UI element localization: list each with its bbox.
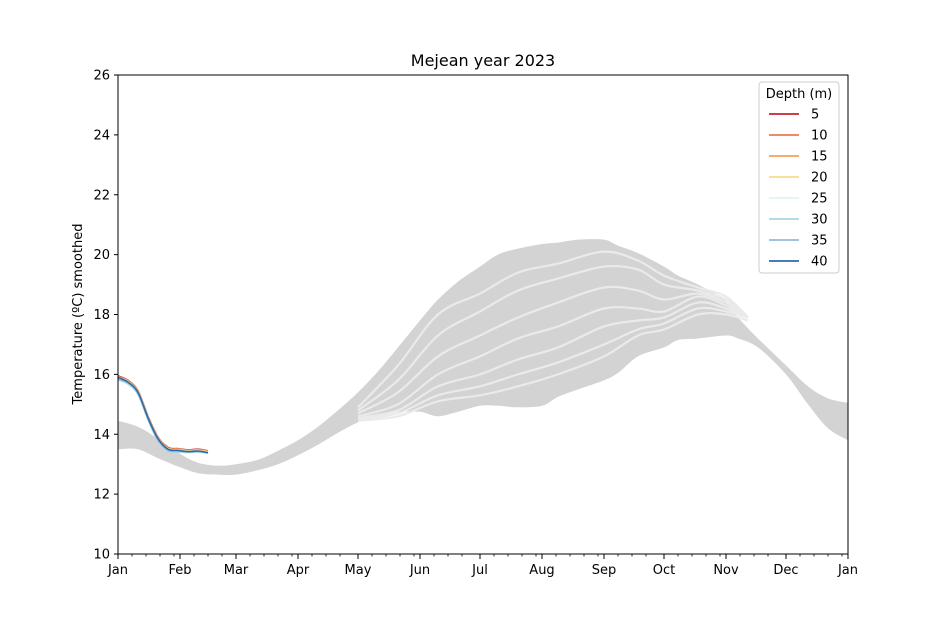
climatology-line-3 <box>357 285 749 415</box>
climatology-line-6 <box>357 306 749 421</box>
legend-label-10: 10 <box>811 129 828 144</box>
x-tick-label-8: Sep <box>592 563 617 578</box>
climatology-line-5 <box>357 301 749 419</box>
y-tick-label-10: 10 <box>93 548 110 563</box>
y-tick-label-26: 26 <box>93 69 110 84</box>
legend-label-20: 20 <box>811 171 828 186</box>
x-tick-label-12: Jan <box>837 563 858 578</box>
series-line-40m <box>117 376 209 454</box>
x-tick-label-9: Oct <box>653 563 675 578</box>
climatology-lines-layer <box>357 250 749 422</box>
chart-title: Mejean year 2023 <box>411 51 555 70</box>
y-tick-label-22: 22 <box>93 188 110 203</box>
y-axis-label: Temperature (ºC) smoothed <box>71 224 86 406</box>
legend: Depth (m) 5 10 15 20 25 30 35 40 <box>758 81 840 274</box>
climatology-line-7 <box>357 312 749 422</box>
x-tick-label-7: Aug <box>529 563 554 578</box>
legend-label-5: 5 <box>811 108 819 123</box>
y-axis: 10 12 14 16 18 20 22 24 26 <box>93 69 118 563</box>
legend-label-35: 35 <box>811 234 828 249</box>
legend-entries: 5 10 15 20 25 30 35 40 <box>769 108 828 270</box>
x-tick-label-3: Apr <box>287 563 310 578</box>
legend-label-30: 30 <box>811 213 828 228</box>
legend-title: Depth (m) <box>766 87 833 102</box>
y-tick-label-20: 20 <box>93 248 110 263</box>
plot-area <box>117 239 848 476</box>
legend-label-15: 15 <box>811 150 828 165</box>
y-tick-label-24: 24 <box>93 128 110 143</box>
y-tick-label-18: 18 <box>93 308 110 323</box>
legend-label-25: 25 <box>811 192 828 207</box>
climatology-line-1 <box>357 250 749 409</box>
x-tick-label-2: Mar <box>224 563 249 578</box>
series-layer <box>117 375 209 454</box>
x-axis: Jan Feb Mar Apr May Jun Jul Aug Sep Oct Nov Dec Jan <box>107 554 858 578</box>
climatology-line-2 <box>357 264 749 412</box>
x-tick-label-10: Nov <box>713 563 739 578</box>
climatology-line-4 <box>357 295 749 418</box>
x-tick-label-5: Jun <box>409 563 430 578</box>
y-tick-label-14: 14 <box>93 428 110 443</box>
y-tick-label-16: 16 <box>93 368 110 383</box>
climatology-band <box>118 239 848 476</box>
legend-label-40: 40 <box>811 255 828 270</box>
x-tick-label-6: Jul <box>471 563 488 578</box>
x-tick-label-0: Jan <box>107 563 128 578</box>
climatology-band-layer <box>118 239 848 476</box>
x-tick-label-4: May <box>345 563 372 578</box>
y-tick-label-12: 12 <box>93 488 110 503</box>
x-tick-label-1: Feb <box>168 563 191 578</box>
x-tick-label-11: Dec <box>773 563 798 578</box>
